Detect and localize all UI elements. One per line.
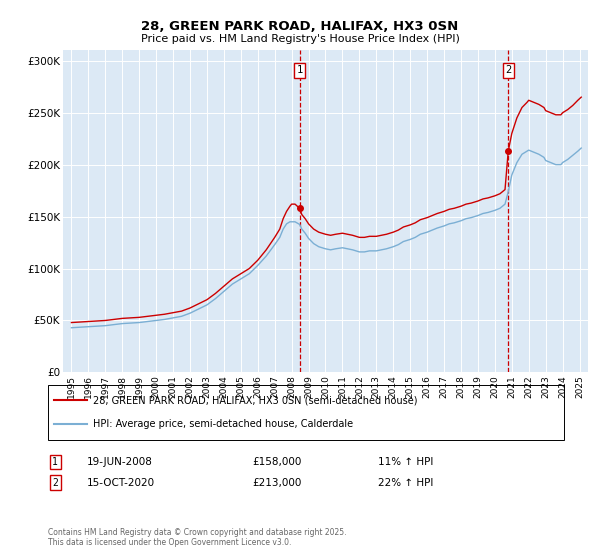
Text: 2: 2 bbox=[505, 65, 511, 75]
Text: £158,000: £158,000 bbox=[252, 457, 301, 467]
Text: 22% ↑ HPI: 22% ↑ HPI bbox=[378, 478, 433, 488]
Text: 28, GREEN PARK ROAD, HALIFAX, HX3 0SN (semi-detached house): 28, GREEN PARK ROAD, HALIFAX, HX3 0SN (s… bbox=[93, 395, 418, 405]
Text: Price paid vs. HM Land Registry's House Price Index (HPI): Price paid vs. HM Land Registry's House … bbox=[140, 34, 460, 44]
Text: HPI: Average price, semi-detached house, Calderdale: HPI: Average price, semi-detached house,… bbox=[93, 419, 353, 429]
Text: 11% ↑ HPI: 11% ↑ HPI bbox=[378, 457, 433, 467]
Text: 2: 2 bbox=[52, 478, 58, 488]
Text: 15-OCT-2020: 15-OCT-2020 bbox=[87, 478, 155, 488]
Text: 1: 1 bbox=[296, 65, 303, 75]
Text: 1: 1 bbox=[52, 457, 58, 467]
Text: £213,000: £213,000 bbox=[252, 478, 301, 488]
Text: 28, GREEN PARK ROAD, HALIFAX, HX3 0SN: 28, GREEN PARK ROAD, HALIFAX, HX3 0SN bbox=[142, 20, 458, 32]
Text: 19-JUN-2008: 19-JUN-2008 bbox=[87, 457, 153, 467]
Text: Contains HM Land Registry data © Crown copyright and database right 2025.
This d: Contains HM Land Registry data © Crown c… bbox=[48, 528, 347, 547]
